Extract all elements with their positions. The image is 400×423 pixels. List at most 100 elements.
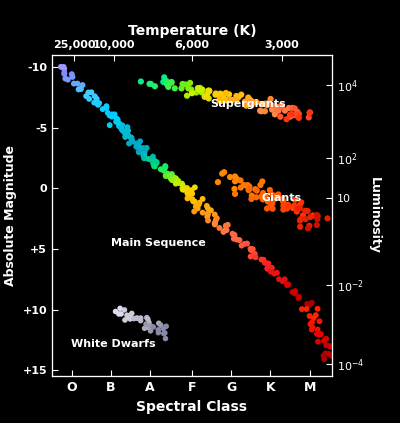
Point: [124, 314, 131, 321]
Point: [231, 232, 237, 239]
Point: [150, 158, 157, 165]
Point: [253, 99, 259, 106]
Point: [229, 96, 236, 103]
Point: [162, 165, 168, 172]
Point: [136, 149, 142, 156]
Point: [162, 163, 169, 170]
Point: [212, 221, 218, 228]
Point: [162, 330, 168, 336]
Point: [189, 190, 195, 197]
Point: [268, 96, 274, 102]
Point: [186, 191, 192, 198]
Point: [271, 192, 278, 199]
Point: [60, 63, 67, 70]
Point: [189, 90, 195, 96]
Point: [179, 185, 186, 192]
Point: [182, 81, 189, 88]
Point: [248, 102, 255, 108]
Point: [150, 153, 156, 160]
Point: [124, 124, 130, 131]
Point: [163, 173, 169, 179]
Point: [152, 163, 158, 170]
Point: [296, 294, 302, 301]
Point: [71, 80, 77, 87]
Point: [134, 140, 140, 147]
Point: [230, 235, 237, 242]
Point: [258, 108, 264, 115]
Point: [83, 93, 90, 99]
Point: [213, 90, 219, 97]
Point: [116, 123, 122, 129]
Point: [294, 108, 300, 115]
Point: [308, 326, 315, 333]
Point: [291, 203, 297, 209]
Point: [61, 71, 68, 77]
Point: [162, 162, 168, 169]
Point: [296, 110, 302, 117]
Point: [273, 104, 280, 110]
Point: [112, 308, 119, 315]
Point: [141, 325, 148, 332]
Point: [129, 137, 135, 143]
Point: [62, 75, 68, 82]
Point: [78, 86, 84, 93]
Point: [268, 268, 274, 275]
Point: [144, 145, 150, 151]
Point: [220, 228, 227, 235]
Point: [140, 145, 146, 151]
Point: [160, 330, 167, 337]
Point: [130, 138, 136, 145]
Point: [248, 253, 254, 260]
Point: [182, 187, 188, 193]
Point: [238, 184, 244, 191]
Point: [137, 138, 143, 145]
Point: [262, 194, 269, 201]
Point: [244, 182, 251, 189]
Point: [320, 352, 327, 359]
Point: [214, 215, 220, 222]
Point: [123, 129, 129, 135]
Point: [141, 151, 148, 157]
Point: [316, 331, 322, 338]
Point: [162, 335, 169, 342]
Point: [128, 135, 135, 141]
Point: [247, 99, 253, 105]
Point: [307, 321, 314, 327]
Point: [314, 213, 321, 220]
Point: [85, 89, 92, 96]
Point: [196, 201, 202, 208]
Point: [228, 96, 234, 103]
Point: [260, 256, 267, 263]
Point: [279, 102, 285, 109]
Point: [295, 295, 302, 302]
Point: [190, 198, 196, 205]
Point: [232, 178, 238, 185]
Point: [306, 302, 312, 308]
Point: [307, 109, 313, 116]
Point: [193, 89, 200, 96]
Point: [200, 195, 206, 202]
Point: [314, 305, 321, 312]
Point: [246, 99, 252, 105]
Point: [231, 231, 238, 238]
Point: [155, 327, 162, 333]
Point: [205, 87, 212, 94]
Point: [219, 170, 225, 177]
Point: [242, 98, 248, 105]
Point: [297, 223, 303, 230]
Point: [282, 107, 288, 114]
Point: [119, 126, 125, 133]
Point: [245, 184, 251, 190]
X-axis label: Temperature (K): Temperature (K): [128, 24, 256, 38]
Point: [179, 180, 185, 187]
Point: [126, 313, 132, 319]
Point: [224, 222, 231, 228]
Point: [222, 222, 229, 229]
Point: [216, 97, 223, 104]
Point: [197, 85, 203, 91]
Point: [138, 317, 144, 324]
Point: [187, 80, 193, 86]
Point: [258, 193, 264, 200]
Point: [184, 195, 191, 202]
Point: [204, 91, 210, 98]
